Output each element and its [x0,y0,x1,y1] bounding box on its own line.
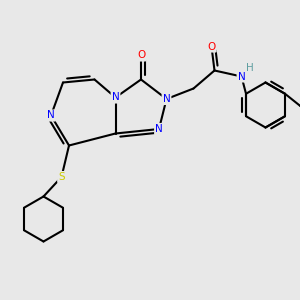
Text: S: S [58,172,65,182]
Text: N: N [112,92,119,103]
Text: N: N [47,110,55,121]
Text: N: N [238,71,245,82]
Text: O: O [137,50,145,61]
Text: N: N [163,94,170,104]
Text: O: O [207,41,216,52]
Text: N: N [155,124,163,134]
Text: H: H [246,63,254,73]
